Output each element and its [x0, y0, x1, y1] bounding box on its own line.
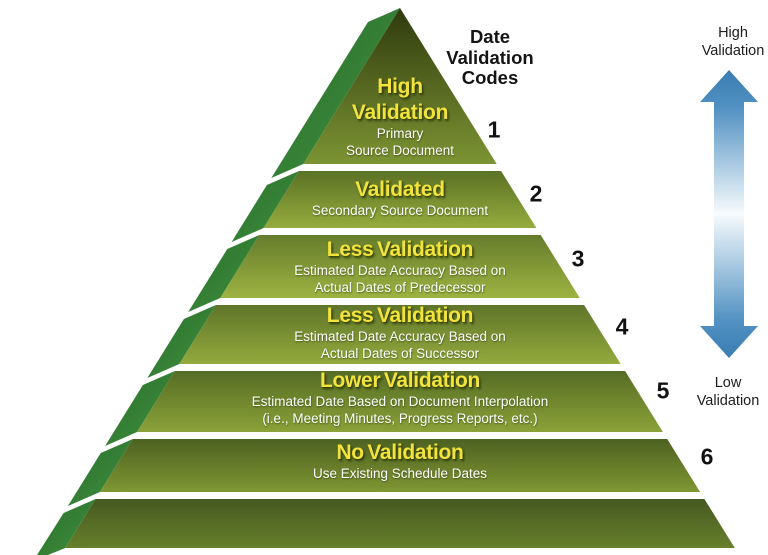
level-3-face — [220, 235, 580, 298]
diagram-title-line: Date — [469, 26, 511, 47]
code-number-5: 5 — [656, 377, 670, 404]
code-number-1: 1 — [487, 116, 501, 143]
pyramid-side-facets — [37, 8, 400, 555]
code-number-3: 3 — [571, 245, 585, 272]
level-2-face — [263, 171, 537, 228]
low-validation-label: Low Validation — [696, 375, 760, 409]
pyramid-front-faces — [65, 8, 735, 548]
level-1-face — [303, 8, 497, 164]
high-validation-label: High Validation — [701, 25, 765, 59]
code-number-6: 6 — [700, 443, 714, 470]
level-4-face — [179, 305, 621, 364]
level-5-face — [137, 371, 663, 432]
diagram-title-line: Validation — [446, 46, 534, 68]
validation-scale-arrow — [700, 70, 758, 358]
level-6-face — [99, 439, 701, 492]
diagram-title-line: Codes — [461, 67, 519, 88]
base-slab-face — [65, 499, 735, 548]
code-number-4: 4 — [615, 313, 629, 340]
diagram-title: Date Validation Codes — [400, 26, 580, 89]
code-number-2: 2 — [529, 180, 543, 207]
